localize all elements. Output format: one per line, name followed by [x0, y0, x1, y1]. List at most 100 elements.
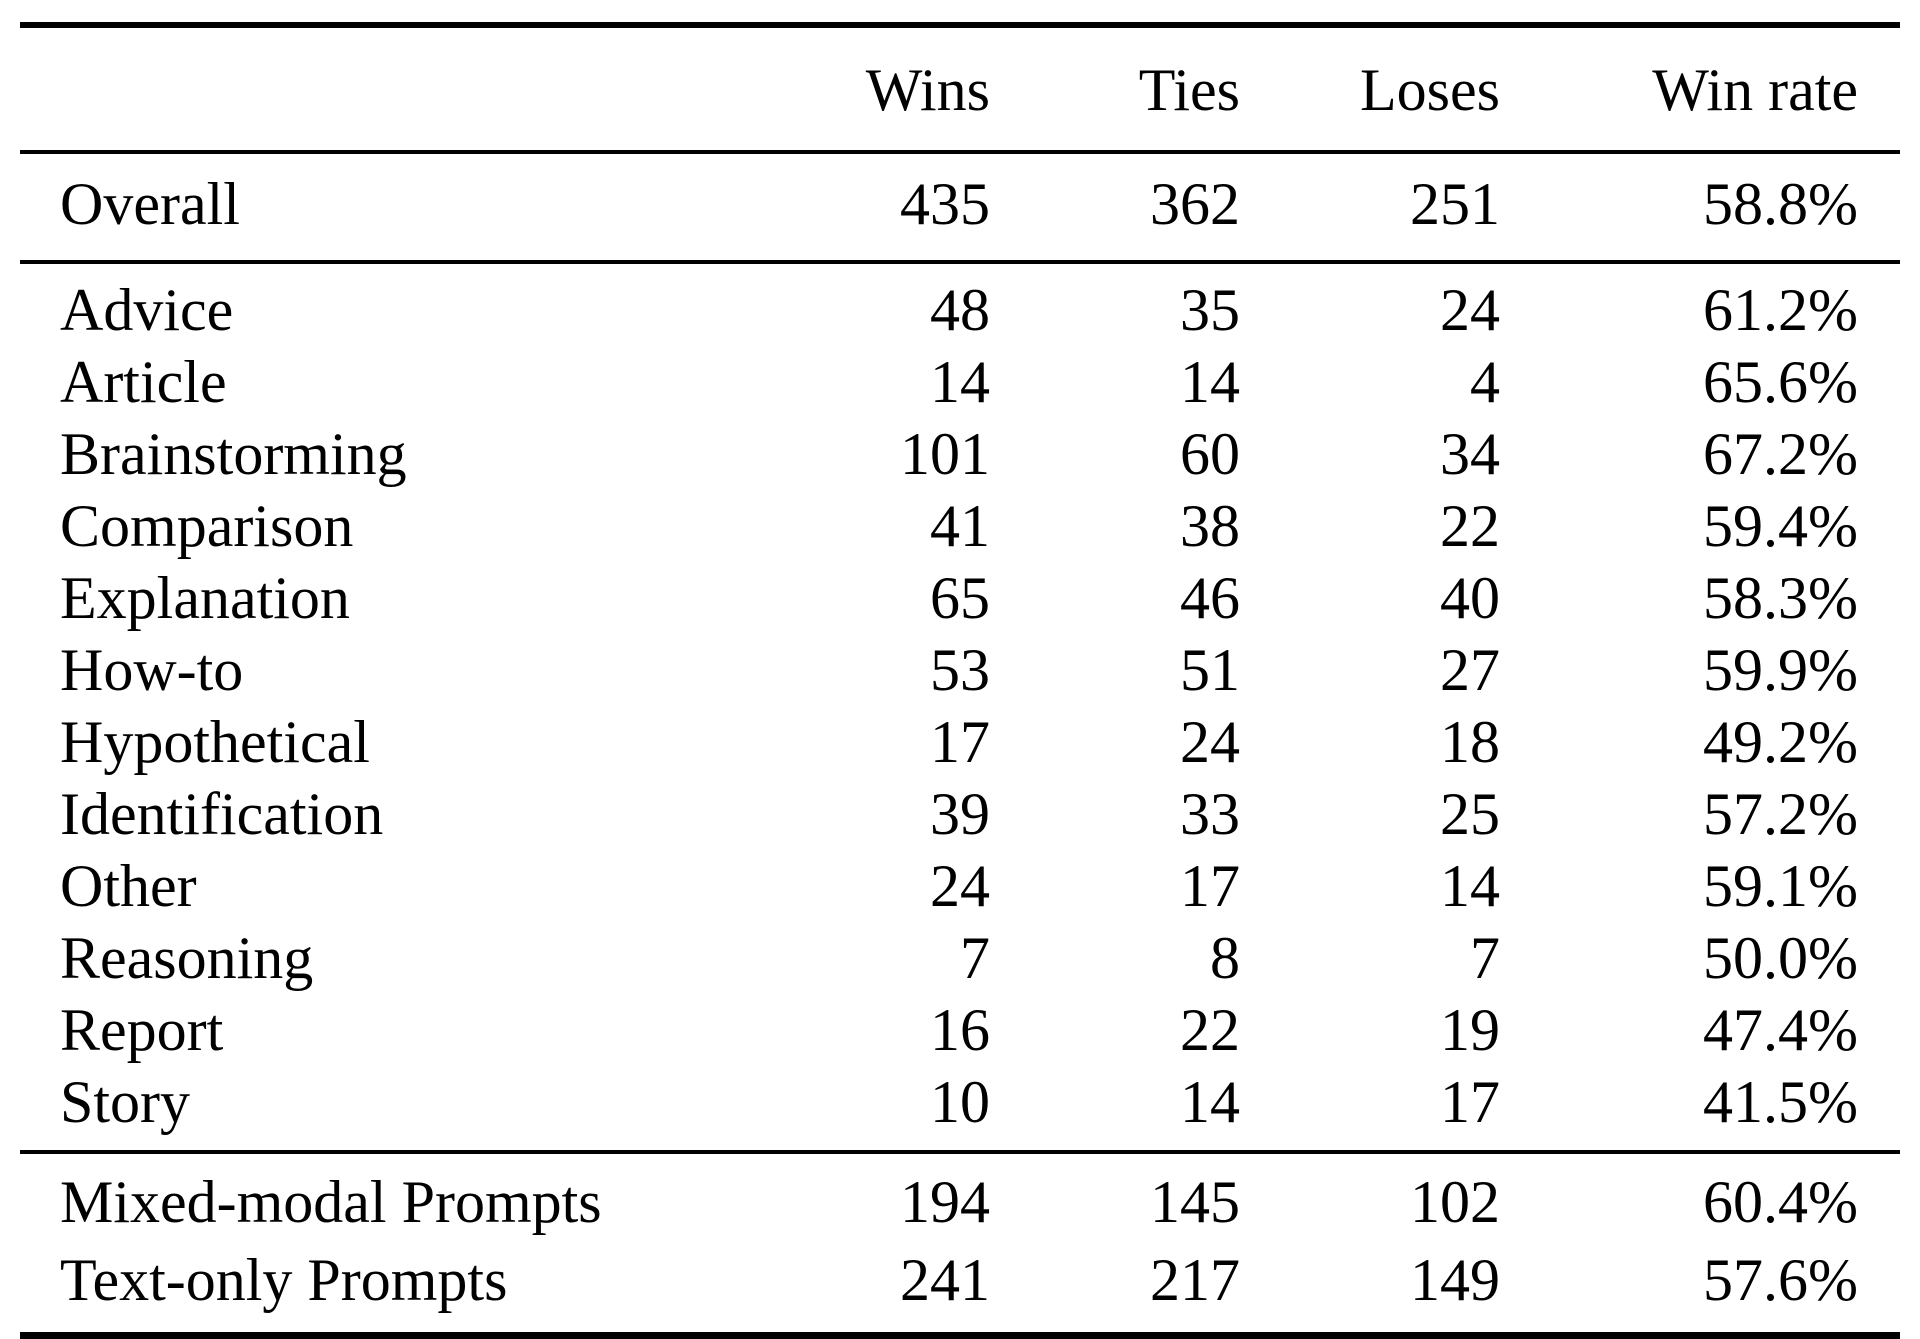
row-label: Text-only Prompts [60, 1247, 508, 1313]
wins-cell: 65 [930, 565, 990, 631]
row-label: Advice [60, 277, 234, 343]
loses-cell: 18 [1440, 709, 1500, 775]
ties-cell: 60 [1180, 421, 1240, 487]
row-label: Story [60, 1069, 191, 1135]
row-label: Other [60, 853, 197, 919]
row-label: Overall [60, 171, 240, 237]
win-rate-cell: 59.1% [1703, 853, 1858, 919]
win-rate-cell: 61.2% [1703, 277, 1858, 343]
wins-cell: 435 [900, 171, 990, 237]
row-label: Brainstorming [60, 421, 407, 487]
ties-cell: 24 [1180, 709, 1240, 775]
table-row: Explanation 65 46 40 58.3% [20, 562, 1900, 634]
loses-cell: 14 [1440, 853, 1500, 919]
col-header-empty [20, 25, 750, 152]
loses-cell: 34 [1440, 421, 1500, 487]
wins-cell: 101 [900, 421, 990, 487]
col-header-wins: Wins [865, 57, 990, 123]
loses-cell: 22 [1440, 493, 1500, 559]
win-rate-cell: 41.5% [1703, 1069, 1858, 1135]
ties-cell: 8 [1210, 925, 1240, 991]
table-row: Article 14 14 4 65.6% [20, 346, 1900, 418]
row-label: Hypothetical [60, 709, 370, 775]
wins-cell: 17 [930, 709, 990, 775]
win-rate-cell: 59.9% [1703, 637, 1858, 703]
win-rate-cell: 59.4% [1703, 493, 1858, 559]
wins-cell: 16 [930, 997, 990, 1063]
row-label: Article [60, 349, 227, 415]
loses-cell: 40 [1440, 565, 1500, 631]
win-rate-cell: 58.8% [1703, 171, 1858, 237]
table-row: Reasoning 7 8 7 50.0% [20, 922, 1900, 994]
row-label: Comparison [60, 493, 354, 559]
win-rate-cell: 58.3% [1703, 565, 1858, 631]
header-row: Wins Ties Loses Win rate [20, 25, 1900, 152]
table-row: Story 10 14 17 41.5% [20, 1066, 1900, 1152]
ties-cell: 145 [1150, 1169, 1240, 1235]
ties-cell: 46 [1180, 565, 1240, 631]
col-header-win-rate: Win rate [1652, 57, 1858, 123]
wins-cell: 7 [960, 925, 990, 991]
wins-cell: 48 [930, 277, 990, 343]
win-rate-cell: 65.6% [1703, 349, 1858, 415]
ties-cell: 362 [1150, 171, 1240, 237]
row-label: Report [60, 997, 224, 1063]
wins-cell: 41 [930, 493, 990, 559]
loses-cell: 24 [1440, 277, 1500, 343]
table-row: Text-only Prompts 241 217 149 57.6% [20, 1241, 1900, 1336]
table-row: Other 24 17 14 59.1% [20, 850, 1900, 922]
wins-cell: 24 [930, 853, 990, 919]
wins-cell: 10 [930, 1069, 990, 1135]
row-label: Reasoning [60, 925, 314, 991]
col-header-loses: Loses [1360, 57, 1500, 123]
ties-cell: 17 [1180, 853, 1240, 919]
wins-cell: 241 [900, 1247, 990, 1313]
loses-cell: 19 [1440, 997, 1500, 1063]
table-row: Advice 48 35 24 61.2% [20, 262, 1900, 346]
categories-section: Advice 48 35 24 61.2% Article 14 14 4 65… [20, 262, 1900, 1152]
table-row: Mixed-modal Prompts 194 145 102 60.4% [20, 1152, 1900, 1241]
win-rate-results-table: Wins Ties Loses Win rate Overall 435 362… [20, 22, 1900, 1339]
loses-cell: 149 [1410, 1247, 1500, 1313]
table-header: Wins Ties Loses Win rate [20, 25, 1900, 152]
loses-cell: 4 [1470, 349, 1500, 415]
loses-cell: 102 [1410, 1169, 1500, 1235]
row-label: Explanation [60, 565, 350, 631]
loses-cell: 17 [1440, 1069, 1500, 1135]
table-row: How-to 53 51 27 59.9% [20, 634, 1900, 706]
loses-cell: 27 [1440, 637, 1500, 703]
ties-cell: 51 [1180, 637, 1240, 703]
table-row: Report 16 22 19 47.4% [20, 994, 1900, 1066]
overall-section: Overall 435 362 251 58.8% [20, 152, 1900, 262]
loses-cell: 25 [1440, 781, 1500, 847]
ties-cell: 217 [1150, 1247, 1240, 1313]
table-row: Brainstorming 101 60 34 67.2% [20, 418, 1900, 490]
win-rate-cell: 67.2% [1703, 421, 1858, 487]
win-rate-cell: 49.2% [1703, 709, 1858, 775]
win-rate-cell: 57.6% [1703, 1247, 1858, 1313]
row-label: How-to [60, 637, 244, 703]
table-row: Overall 435 362 251 58.8% [20, 152, 1900, 262]
ties-cell: 33 [1180, 781, 1240, 847]
row-label: Mixed-modal Prompts [60, 1169, 602, 1235]
wins-cell: 53 [930, 637, 990, 703]
ties-cell: 38 [1180, 493, 1240, 559]
ties-cell: 14 [1180, 1069, 1240, 1135]
ties-cell: 22 [1180, 997, 1240, 1063]
table-row: Hypothetical 17 24 18 49.2% [20, 706, 1900, 778]
col-header-ties: Ties [1138, 57, 1240, 123]
table-row: Identification 39 33 25 57.2% [20, 778, 1900, 850]
ties-cell: 35 [1180, 277, 1240, 343]
loses-cell: 7 [1470, 925, 1500, 991]
row-label: Identification [60, 781, 384, 847]
ties-cell: 14 [1180, 349, 1240, 415]
win-rate-cell: 60.4% [1703, 1169, 1858, 1235]
win-rate-cell: 57.2% [1703, 781, 1858, 847]
wins-cell: 14 [930, 349, 990, 415]
wins-cell: 39 [930, 781, 990, 847]
table-row: Comparison 41 38 22 59.4% [20, 490, 1900, 562]
win-rate-cell: 47.4% [1703, 997, 1858, 1063]
loses-cell: 251 [1410, 171, 1500, 237]
wins-cell: 194 [900, 1169, 990, 1235]
win-rate-cell: 50.0% [1703, 925, 1858, 991]
